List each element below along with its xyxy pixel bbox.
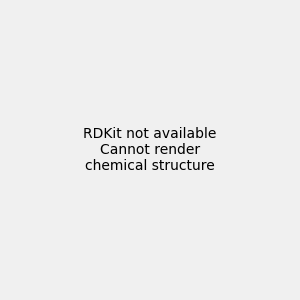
Text: RDKit not available
Cannot render
chemical structure: RDKit not available Cannot render chemic… bbox=[83, 127, 217, 173]
